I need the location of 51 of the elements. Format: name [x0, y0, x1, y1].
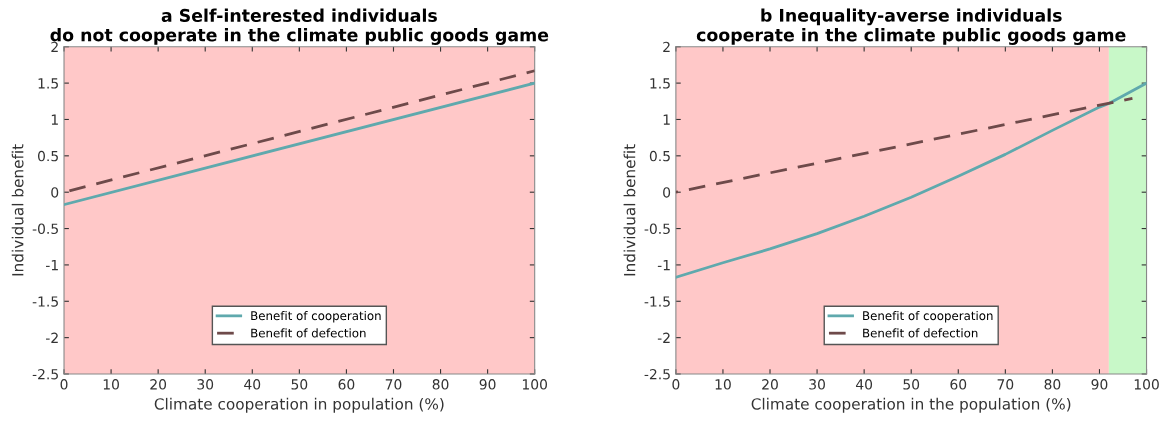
y-tick-label: -2: [45, 332, 58, 343]
x-tick-label: 0: [672, 379, 680, 390]
x-tick-label: 20: [150, 379, 167, 390]
y-tick-label: 0.5: [649, 150, 670, 162]
x-tick-label: 30: [809, 379, 825, 390]
y-tick-label: -1.5: [32, 296, 58, 307]
x-tick-label: 50: [291, 379, 308, 390]
legend-label: Benefit of cooperation: [251, 311, 381, 323]
y-tick-label: 1.5: [650, 78, 670, 89]
y-axis-title: Individual benefit: [623, 144, 636, 276]
x-tick-label: 0: [60, 379, 68, 390]
legend-label: Benefit of cooperation: [863, 311, 993, 323]
x-tick-label: 80: [432, 379, 449, 390]
y-tick-label: 0: [663, 187, 671, 198]
y-tick-label: -1: [657, 260, 670, 271]
y-tick-label: 2: [663, 41, 670, 53]
line-series: [675, 81, 1147, 279]
x-tick-label: 60: [338, 379, 355, 390]
y-tick-label: 1: [51, 114, 58, 125]
x-tick-label: 10: [715, 379, 731, 390]
y-tick-label: -2: [657, 332, 670, 343]
x-tick-label: 90: [479, 379, 496, 390]
x-tick-label: 40: [855, 379, 873, 390]
x-tick-label: 10: [103, 379, 119, 390]
x-tick-label: 30: [197, 379, 214, 390]
x-tick-label: 70: [997, 379, 1014, 390]
x-tick-label: 100: [1134, 379, 1159, 390]
y-axis-title: Individual benefit: [11, 144, 24, 276]
y-tick-label: -1: [45, 260, 58, 271]
y-tick-label: -2.5: [32, 368, 58, 380]
x-tick-label: 100: [522, 379, 548, 390]
x-tick-label: 20: [762, 379, 778, 390]
x-tick-label: 80: [1044, 379, 1061, 390]
x-tick-label: 70: [385, 379, 402, 390]
chart-title: b Inequality-averse individuals cooperate in the climate public goods game: [696, 8, 1126, 45]
y-tick-label: 1: [663, 114, 670, 125]
x-tick-label: 90: [1091, 379, 1108, 390]
legend-label: Benefit of defection: [251, 328, 366, 338]
y-tick-label: 0.5: [37, 150, 58, 162]
x-axis-title: Climate cooperation in the population (%): [751, 397, 1071, 413]
x-axis-title: Climate cooperation in population (%): [154, 397, 444, 413]
x-tick-label: 40: [244, 379, 261, 390]
y-tick-label: -0.5: [644, 223, 670, 235]
legend-label: Benefit of defection: [863, 328, 978, 338]
x-tick-label: 50: [903, 379, 920, 390]
y-tick-label: -0.5: [32, 223, 58, 235]
y-tick-label: 0: [51, 187, 59, 198]
y-tick-label: 1.5: [38, 78, 58, 89]
y-tick-label: -1.5: [644, 296, 670, 307]
x-tick-label: 60: [950, 379, 967, 390]
y-tick-label: -2.5: [644, 368, 670, 380]
